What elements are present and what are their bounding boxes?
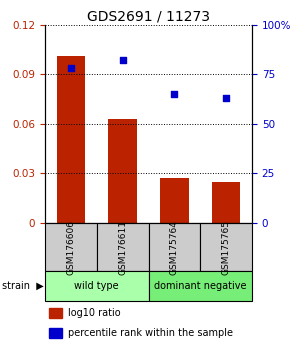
Bar: [160, 178, 189, 223]
Bar: [49, 328, 62, 338]
Text: dominant negative: dominant negative: [154, 281, 247, 291]
Text: percentile rank within the sample: percentile rank within the sample: [68, 328, 233, 338]
Point: [68, 65, 73, 71]
Text: GSM175764: GSM175764: [170, 220, 179, 275]
Text: GSM176606: GSM176606: [66, 220, 75, 275]
Point: [224, 95, 229, 101]
Bar: [200, 223, 252, 271]
Bar: [108, 119, 137, 223]
Bar: [148, 271, 252, 301]
Bar: [45, 223, 97, 271]
Point: [172, 91, 177, 97]
Point: [120, 58, 125, 63]
Text: GSM175765: GSM175765: [222, 220, 231, 275]
Title: GDS2691 / 11273: GDS2691 / 11273: [87, 10, 210, 24]
Bar: [45, 271, 148, 301]
Text: strain  ▶: strain ▶: [2, 281, 44, 291]
Bar: [212, 182, 240, 223]
Bar: [148, 223, 200, 271]
Bar: [49, 308, 62, 318]
Text: log10 ratio: log10 ratio: [68, 308, 120, 318]
Bar: [97, 223, 148, 271]
Text: GSM176611: GSM176611: [118, 220, 127, 275]
Bar: [57, 56, 85, 223]
Text: wild type: wild type: [74, 281, 119, 291]
